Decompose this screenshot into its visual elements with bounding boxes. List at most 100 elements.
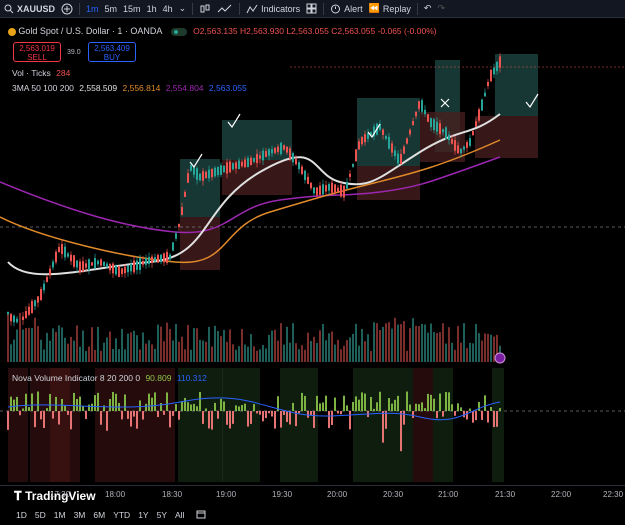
candles-type-button[interactable]	[199, 3, 211, 15]
range-5d[interactable]: 5D	[34, 510, 46, 520]
volume-bar	[493, 336, 495, 362]
oscillator-bar	[25, 393, 27, 411]
timeframe-4h[interactable]: 4h	[162, 3, 173, 14]
chevron-down-icon[interactable]: ⌄	[178, 3, 187, 13]
oscillator-bar	[7, 411, 9, 430]
volume-bar	[415, 325, 417, 362]
oscillator-bar	[310, 411, 312, 415]
oscillator-bar	[424, 408, 426, 411]
oscillator-bar	[430, 394, 432, 411]
alert-button[interactable]: Alert	[330, 3, 363, 14]
chart-canvas[interactable]	[0, 22, 625, 485]
oscillator-bar	[172, 411, 174, 416]
timeframe-1h[interactable]: 1h	[146, 3, 157, 14]
candle	[451, 138, 453, 144]
undo-icon: ↶	[423, 3, 432, 13]
candle	[292, 153, 294, 163]
position-box	[180, 159, 220, 217]
symbol-search[interactable]: XAUUSD	[4, 4, 55, 14]
timeframe-15m[interactable]: 15m	[123, 3, 141, 14]
ohlc-change: -0.065 (-0.00%)	[377, 26, 437, 36]
range-1y[interactable]: 1Y	[138, 510, 149, 520]
timeframe-1m[interactable]: 1m	[86, 3, 99, 14]
indicators-button[interactable]: Indicators	[246, 3, 300, 15]
timeframe-5m[interactable]: 5m	[104, 3, 118, 14]
candle	[109, 263, 111, 271]
replay-button[interactable]: ⏪ Replay	[369, 3, 411, 14]
candle	[445, 127, 447, 140]
oscillator-bar	[268, 411, 270, 414]
range-ytd[interactable]: YTD	[113, 510, 131, 520]
oscillator-bar	[97, 392, 99, 411]
gold-icon	[8, 27, 16, 36]
candle	[370, 132, 372, 136]
volume-bar	[220, 336, 222, 362]
volume-legend-row[interactable]: Vol · Ticks 284	[12, 68, 70, 78]
volume-bar	[259, 349, 261, 362]
volume-bar	[364, 341, 366, 362]
indicator-band	[8, 368, 28, 482]
alarm-clock-icon	[331, 4, 341, 14]
range-6m[interactable]: 6M	[93, 510, 106, 520]
oscillator-bar	[454, 411, 456, 416]
calendar-icon[interactable]	[196, 509, 206, 521]
range-3m[interactable]: 3M	[73, 510, 86, 520]
candle	[142, 260, 144, 265]
volume-bar	[451, 342, 453, 362]
candle	[409, 129, 411, 135]
volume-bar	[73, 340, 75, 362]
oscillator-bar	[85, 411, 87, 420]
candle	[421, 100, 423, 112]
candle	[496, 61, 498, 72]
buy-label: BUY	[103, 53, 121, 62]
oscillator-bar	[490, 407, 492, 411]
ma-legend-row[interactable]: 3MA 50 100 200 2,558.509 2,556.814 2,554…	[12, 83, 247, 93]
oscillator-bar	[463, 411, 465, 418]
layouts-button[interactable]	[306, 3, 317, 14]
candle	[250, 157, 252, 166]
oscillator-bar	[232, 411, 234, 424]
range-1d[interactable]: 1D	[16, 510, 27, 520]
volume-bar	[133, 330, 135, 362]
candle	[307, 176, 309, 184]
redo-icon: ↷	[437, 3, 446, 13]
candle	[475, 121, 477, 127]
oscillator-bar	[220, 398, 222, 411]
chart-pane[interactable]: Gold Spot / U.S. Dollar · 1 · OANDA O2,5…	[0, 22, 625, 503]
oscillator-bar	[112, 391, 114, 411]
candle	[43, 283, 45, 291]
nova-legend-row[interactable]: Nova Volume Indicator 8 20 200 0 90.809 …	[12, 373, 207, 383]
candle	[193, 167, 195, 175]
buy-button[interactable]: 2,563.409 BUY	[88, 42, 136, 62]
compare-button[interactable]	[61, 3, 73, 15]
candle	[373, 126, 375, 137]
oscillator-bar	[292, 402, 294, 411]
oscillator-bar	[151, 397, 153, 411]
candle	[133, 260, 135, 273]
candle	[430, 118, 432, 128]
volume-bar	[247, 346, 249, 362]
candle	[241, 161, 243, 167]
volume-bar	[202, 340, 204, 362]
candle	[271, 149, 273, 154]
oscillator-bar	[298, 411, 300, 414]
candle	[196, 168, 198, 180]
range-all[interactable]: All	[175, 510, 185, 520]
line-chart-button[interactable]	[217, 3, 233, 15]
volume-bar	[31, 327, 33, 362]
sell-button[interactable]: 2,563.019 SELL	[13, 42, 61, 62]
volume-bar	[214, 325, 216, 362]
oscillator-bar	[259, 411, 261, 415]
range-bar: 1D 5D 1M 3M 6M YTD 1Y 5Y All	[0, 505, 625, 525]
time-axis[interactable]: 17:30 18:00 18:30 19:00 19:30 20:00 20:3…	[0, 485, 625, 506]
oscillator-bar	[37, 391, 39, 411]
oscillator-bar	[412, 411, 414, 418]
oscillator-bar	[421, 402, 423, 411]
range-5y[interactable]: 5Y	[156, 510, 167, 520]
redo-button[interactable]: ↷	[437, 3, 445, 14]
range-1m[interactable]: 1M	[53, 510, 66, 520]
oscillator-bar	[427, 393, 429, 411]
undo-button[interactable]: ↶	[424, 3, 432, 14]
volume-bar	[97, 326, 99, 362]
candle	[394, 150, 396, 157]
